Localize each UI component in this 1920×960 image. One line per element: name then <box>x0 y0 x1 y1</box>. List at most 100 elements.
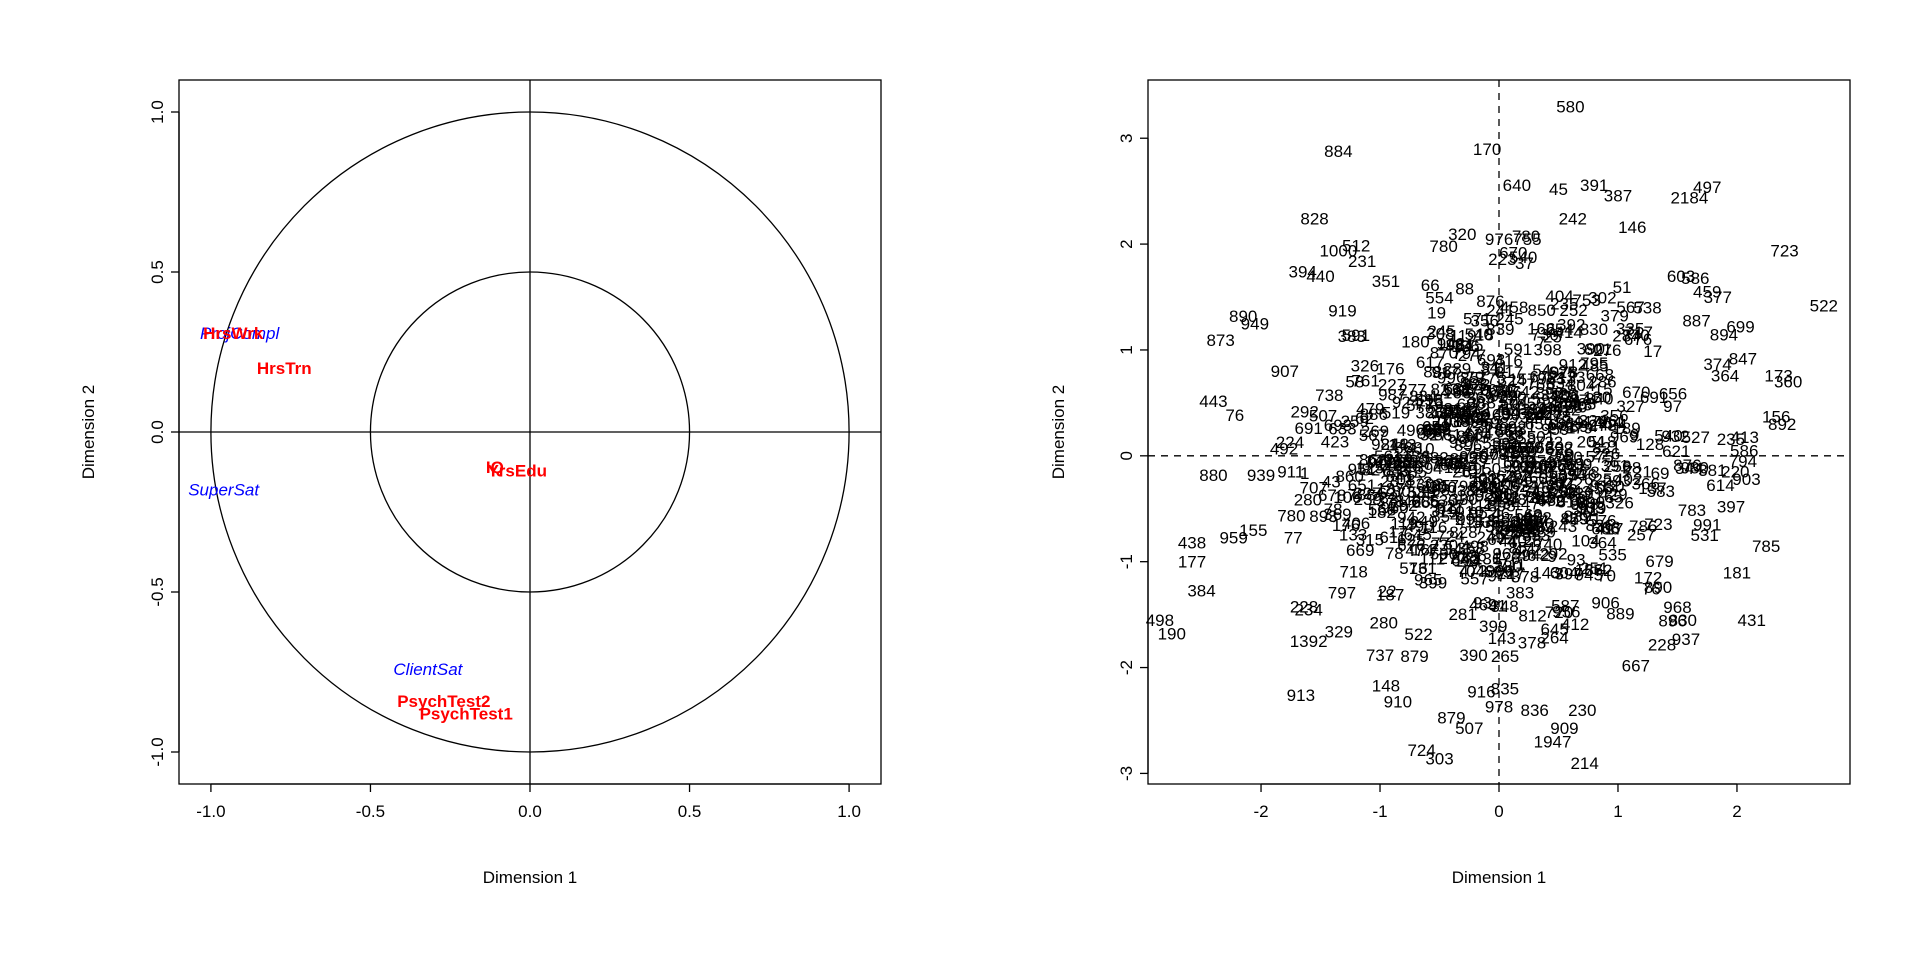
variable-label-hrstrn: HrsTrn <box>257 359 312 378</box>
individual-point-label: 413 <box>1731 428 1759 447</box>
individual-point-label: 484 <box>1444 412 1472 431</box>
individual-point-label: 489 <box>1501 444 1529 463</box>
individual-point-label: 21 <box>1549 472 1568 491</box>
individual-point-label: 835 <box>1491 680 1519 699</box>
individual-point-label: 679 <box>1645 552 1673 571</box>
individual-point-label: 724 <box>1436 527 1464 546</box>
right-x-tick-label: 2 <box>1732 802 1741 821</box>
individual-point-label: 88 <box>1455 279 1474 298</box>
individual-point-label: 124 <box>1445 336 1473 355</box>
individual-point-label: 106 <box>1333 488 1361 507</box>
individual-point-label: 115 <box>1456 336 1483 355</box>
individual-point-label: 418 <box>1455 512 1483 531</box>
individual-point-label: 968 <box>1663 598 1691 617</box>
individual-point-label: 93 <box>1473 593 1492 612</box>
individual-point-label: 382 <box>1420 449 1448 468</box>
individual-point-label: 383 <box>1506 584 1534 603</box>
individual-point-label: 213 <box>1432 412 1460 431</box>
individual-point-label: 670 <box>1499 244 1527 263</box>
individual-point-label: 862 <box>1434 452 1462 471</box>
individual-point-label: 483 <box>1456 410 1484 429</box>
individual-point-label: 472 <box>1514 540 1542 559</box>
individual-point-label: 173 <box>1764 366 1792 385</box>
left-x-tick-label: 1.0 <box>837 802 861 821</box>
individual-point-label: 176 <box>1332 516 1360 535</box>
individual-point-label: 157 <box>1508 370 1536 389</box>
variable-label-yrsedu: YrsEdu <box>487 461 547 480</box>
individual-point-label: 826 <box>1585 516 1613 535</box>
individual-point-label: 335 <box>1616 319 1644 338</box>
individual-point-label: 33 <box>1406 483 1425 502</box>
individual-point-label: 76 <box>1642 579 1661 598</box>
individual-point-label: 785 <box>1752 537 1780 556</box>
individual-point-label: 861 <box>1433 425 1461 444</box>
individual-point-label: 979 <box>1578 499 1606 518</box>
individual-point-label: 14 <box>1364 452 1383 471</box>
individual-point-label: 730 <box>1531 325 1559 344</box>
individual-point-label: 842 <box>1393 493 1421 512</box>
individual-point-label: 763 <box>1478 381 1506 400</box>
individual-point-label: 224 <box>1276 433 1304 452</box>
individual-point-label: 288 <box>1468 393 1496 412</box>
individual-point-label: 230 <box>1568 701 1596 720</box>
individual-point-label: 326 <box>1605 493 1633 512</box>
individual-point-label: 676 <box>1624 330 1652 349</box>
individual-point-label: 228 <box>1648 635 1676 654</box>
individual-point-label: 181 <box>1723 563 1751 582</box>
individual-point-label: 224 <box>1491 525 1519 544</box>
individual-point-label: 468 <box>1515 517 1543 536</box>
individual-point-label: 956 <box>1552 602 1580 621</box>
individual-point-label: 890 <box>1229 307 1257 326</box>
individual-point-label: 133 <box>1339 526 1367 545</box>
individual-point-label: 303 <box>1416 475 1444 494</box>
individual-point-label: 358 <box>1457 539 1485 558</box>
individual-point-label: 25 <box>1543 327 1562 346</box>
individual-point-label: 379 <box>1600 307 1628 326</box>
individual-point-label: 912 <box>1590 477 1618 496</box>
individual-point-label: 718 <box>1339 562 1367 581</box>
individual-point-label: 170 <box>1473 140 1501 159</box>
individual-point-label: 256 <box>1603 457 1631 476</box>
individual-point-label: 677 <box>1414 454 1442 473</box>
individual-point-label: 104 <box>1571 531 1599 550</box>
individual-point-label: 277 <box>1438 549 1466 568</box>
individual-point-label: 759 <box>1546 445 1574 464</box>
individual-point-label: 1000 <box>1319 241 1357 260</box>
individual-point-label: 93 <box>1567 551 1586 570</box>
individual-point-label: 9 <box>1630 425 1639 444</box>
individual-point-label: 55 <box>1532 390 1551 409</box>
individual-point-label: 92 <box>1450 454 1469 473</box>
individual-point-label: 77 <box>1431 534 1450 553</box>
individual-point-label: 402 <box>1614 470 1642 489</box>
individual-point-label: 591 <box>1342 326 1370 345</box>
individual-point-label: 659 <box>1422 417 1450 436</box>
individual-point-label: 490 <box>1405 517 1433 536</box>
individual-point-label: 664 <box>1416 421 1444 440</box>
individual-point-label: 146 <box>1618 218 1646 237</box>
individual-point-label: 592 <box>1442 381 1470 400</box>
individual-point-label: 839 <box>1486 320 1514 339</box>
individual-point-label: 840 <box>1585 390 1613 409</box>
individual-point-label: 249 <box>1410 513 1438 532</box>
individual-point-label: 188 <box>1485 421 1513 440</box>
individual-point-label: 762 <box>1528 457 1556 476</box>
individual-point-label: 37 <box>1508 468 1527 487</box>
individual-point-label: 369 <box>1323 505 1351 524</box>
left-x-tick-label: 0.5 <box>678 802 702 821</box>
individual-point-label: 969 <box>1387 454 1415 473</box>
individual-point-label: 828 <box>1449 523 1477 542</box>
individual-point-label: 15 <box>1490 478 1509 497</box>
individual-point-label: 221 <box>1489 490 1517 509</box>
individual-point-label: 280 <box>1494 557 1522 576</box>
individual-point-label: 280 <box>1370 614 1398 633</box>
individual-point-label: 364 <box>1588 534 1616 553</box>
left-x-tick-label: 0.0 <box>518 802 542 821</box>
individual-point-label: 94 <box>1528 400 1547 419</box>
individual-point-label: 811 <box>1493 488 1520 507</box>
individual-point-label: 830 <box>1669 611 1697 630</box>
individual-point-label: 257 <box>1543 403 1571 422</box>
individual-point-label: 18 <box>1475 325 1494 344</box>
individual-point-label: 583 <box>1647 482 1675 501</box>
individual-point-label: 4 <box>1507 532 1516 551</box>
individual-point-label: 15 <box>1594 380 1613 399</box>
